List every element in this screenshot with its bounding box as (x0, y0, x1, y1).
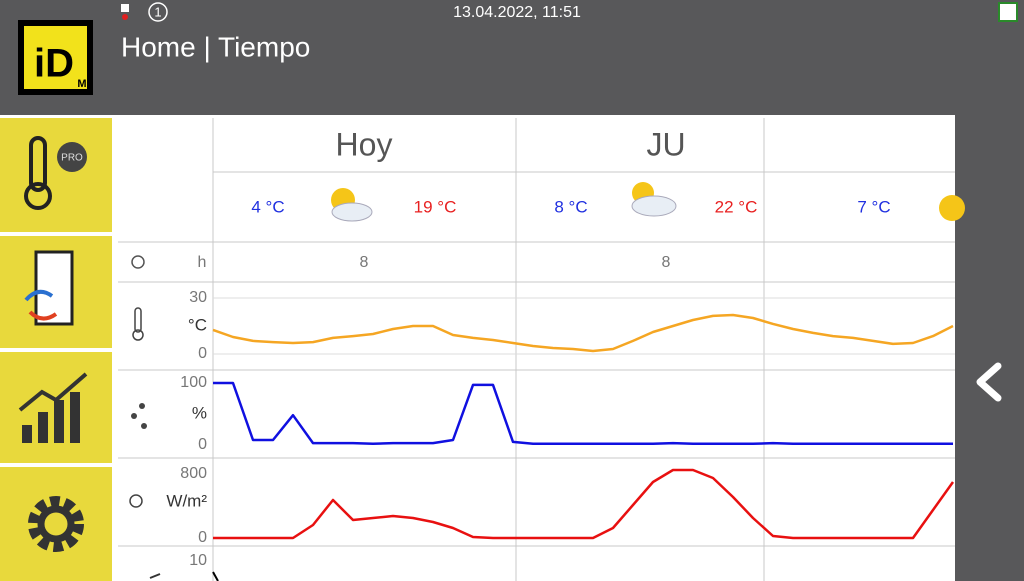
y-tick-label: 0 (198, 529, 207, 546)
y-tick-label: 800 (180, 465, 207, 482)
y-tick-label: 100 (180, 374, 207, 391)
logo-text: iD (34, 42, 74, 86)
min-temp: 4 °C (251, 197, 284, 216)
window-pane (34, 250, 74, 326)
alert-count: 1 (154, 4, 161, 19)
arrow-blue (24, 289, 54, 302)
y-tick-label: 30 (189, 289, 207, 306)
tile-settings[interactable] (0, 467, 112, 581)
logo-fill (24, 26, 87, 89)
weather-icon (331, 182, 965, 222)
sun-hours: 8 (662, 254, 671, 271)
next-row-icon (149, 573, 161, 579)
logo-sub: M (77, 78, 86, 90)
tile-thermo[interactable] (0, 118, 112, 232)
y-tick-label: 0 (198, 436, 207, 453)
cursor (212, 571, 219, 581)
datetime: 13.04.2022, 11:51 (453, 4, 581, 21)
y-tick-label: 0 (198, 345, 207, 362)
max-temp: 22 °C (715, 197, 758, 216)
data-line (213, 381, 953, 446)
data-line (212, 313, 954, 353)
unit: W/m² (166, 491, 207, 510)
pro-text: PRO (61, 153, 83, 164)
min-temp: 7 °C (857, 197, 890, 216)
drop-icon (131, 413, 137, 419)
sun-hours: 8 (360, 254, 369, 271)
max-temp: 19 °C (414, 197, 457, 216)
gear-icon (28, 496, 84, 552)
sun-icon (129, 494, 143, 508)
alert-circle (148, 2, 168, 22)
data-line (213, 468, 955, 540)
drop-icon (139, 403, 145, 409)
sun-icon (131, 255, 145, 269)
unit: °C (188, 315, 207, 334)
header-bar (0, 0, 1024, 115)
drop-icon (141, 423, 147, 429)
window-icon[interactable] (998, 2, 1018, 22)
stats-line (18, 372, 88, 412)
day-name: JU (646, 126, 685, 162)
thermo-small (134, 307, 142, 333)
tap-drop (122, 14, 128, 20)
day-name: Hoy (336, 126, 393, 162)
unit: % (192, 403, 207, 422)
arrow-red (28, 310, 58, 321)
thermo-icon (29, 136, 47, 192)
page-title: Home | Tiempo (121, 31, 310, 62)
back-button[interactable] (976, 362, 1002, 402)
table-grid (118, 118, 955, 581)
tap-icon (121, 4, 129, 12)
side-strip (955, 115, 1024, 581)
pro-badge (57, 142, 87, 172)
y-tick-label: 10 (189, 552, 207, 569)
thermo-small-bulb (132, 329, 144, 341)
min-temp: 8 °C (554, 197, 587, 216)
sun-unit: h (198, 254, 207, 271)
stats-icon (22, 392, 80, 443)
gear-ring (37, 505, 75, 543)
thermo-bulb (24, 182, 52, 210)
